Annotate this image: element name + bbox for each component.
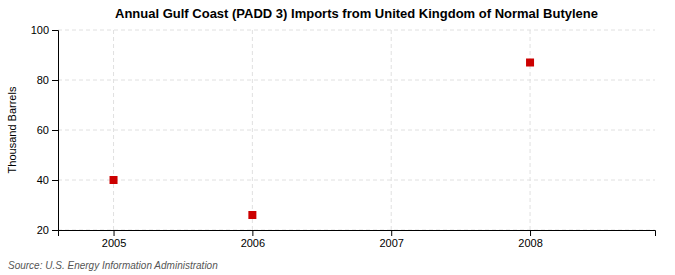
tick: 2008 bbox=[518, 230, 542, 249]
tick-label: 60 bbox=[37, 124, 49, 136]
tick: 20 bbox=[37, 224, 58, 236]
grid-line bbox=[58, 30, 655, 31]
tick-mark bbox=[52, 80, 58, 81]
tick: 80 bbox=[37, 74, 58, 86]
tick: 2007 bbox=[379, 230, 403, 249]
point bbox=[526, 59, 534, 67]
tick-mark bbox=[530, 230, 531, 236]
tick-label: 80 bbox=[37, 74, 49, 86]
tick-mark bbox=[52, 30, 58, 31]
title: Annual Gulf Coast (PADD 3) Imports from … bbox=[115, 6, 598, 21]
point bbox=[248, 211, 256, 219]
tick-mark bbox=[52, 130, 58, 131]
grid-line bbox=[58, 130, 655, 131]
tick: 100 bbox=[31, 24, 58, 36]
grid-line bbox=[113, 30, 114, 230]
tick-mark bbox=[52, 180, 58, 181]
tick: 2005 bbox=[102, 230, 126, 249]
tick-label: 2008 bbox=[518, 237, 542, 249]
tick: 40 bbox=[37, 174, 58, 186]
tick-mark bbox=[114, 230, 115, 236]
grid bbox=[58, 30, 655, 230]
points bbox=[110, 59, 535, 220]
plot-area: 2005 2006 2007 2008 20 40 60 80 100 bbox=[31, 24, 656, 249]
chart: 2005 2006 2007 2008 20 40 60 80 100 Annual Gulf C… bbox=[0, 0, 675, 275]
tick-label: 40 bbox=[37, 174, 49, 186]
y-axis-title: Thousand Barrels bbox=[6, 86, 18, 173]
tick: 60 bbox=[37, 124, 58, 136]
grid-line bbox=[58, 80, 655, 81]
grid-line bbox=[58, 180, 655, 181]
point bbox=[110, 176, 118, 184]
tick-label: 2005 bbox=[102, 237, 126, 249]
x-axis: 2005 2006 2007 2008 bbox=[59, 230, 656, 249]
tick-mark bbox=[252, 230, 253, 236]
axis-line bbox=[52, 31, 59, 231]
tick-label: 2007 bbox=[379, 237, 403, 249]
tick: 2006 bbox=[241, 230, 265, 249]
tick-label: 100 bbox=[31, 24, 49, 36]
y-axis: 20 40 60 80 100 bbox=[31, 24, 59, 236]
grid-line bbox=[391, 30, 392, 230]
tick-label: 2006 bbox=[241, 237, 265, 249]
grid-line bbox=[252, 30, 253, 230]
tick-label: 20 bbox=[37, 224, 49, 236]
tick-mark bbox=[391, 230, 392, 236]
axis-line bbox=[59, 231, 656, 237]
annotation: Source: U.S. Energy Information Administ… bbox=[8, 260, 218, 271]
tick-mark bbox=[52, 230, 58, 231]
